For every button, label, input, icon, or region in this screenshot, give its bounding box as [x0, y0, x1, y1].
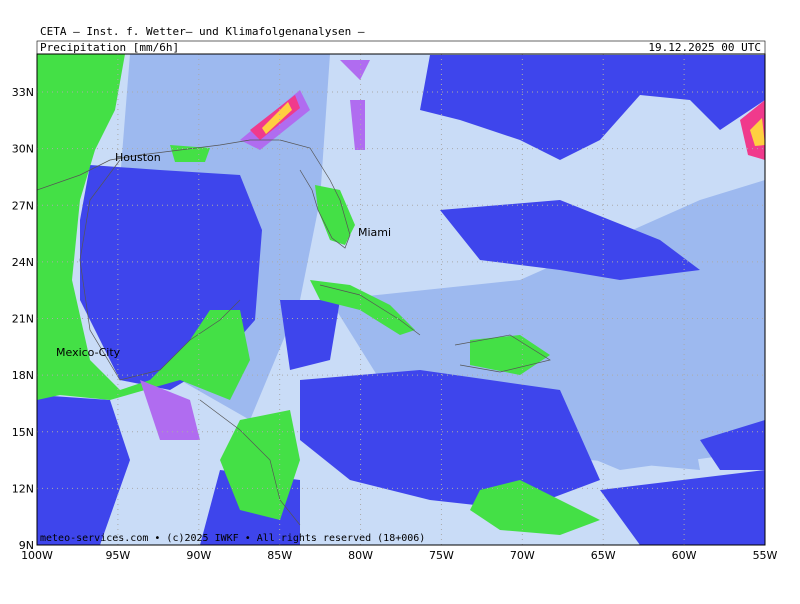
map-date: 19.12.2025 00 UTC: [648, 41, 761, 54]
lat-label: 24N: [12, 256, 34, 269]
lon-label: 55W: [753, 549, 778, 562]
graticule: [37, 54, 765, 545]
city-label: Houston: [115, 151, 161, 164]
lon-label: 70W: [510, 549, 535, 562]
source-header: CETA — Inst. f. Wetter— und Klimafolgena…: [40, 25, 365, 38]
city-label: Miami: [358, 226, 391, 239]
city-label: Mexico-City: [56, 346, 121, 359]
lat-label: 12N: [12, 482, 34, 495]
lat-label: 33N: [12, 86, 34, 99]
lon-label: 85W: [267, 549, 292, 562]
lon-label: 75W: [429, 549, 454, 562]
lon-label: 90W: [186, 549, 211, 562]
lat-label: 27N: [12, 199, 34, 212]
lat-label: 21N: [12, 313, 34, 326]
lon-label: 80W: [348, 549, 373, 562]
lon-label: 60W: [672, 549, 697, 562]
map-title: Precipitation [mm/6h]: [40, 41, 179, 54]
lon-label: 95W: [105, 549, 130, 562]
lat-label: 30N: [12, 143, 34, 156]
lat-label: 18N: [12, 369, 34, 382]
precip-field: [37, 54, 765, 545]
copyright-footer: meteo-services.com • (c)2025 IWKF • All …: [40, 533, 425, 544]
lat-label: 9N: [19, 539, 34, 552]
lat-label: 15N: [12, 426, 34, 439]
map-frame: [36, 53, 766, 546]
lon-label: 100W: [21, 549, 53, 562]
lon-label: 65W: [591, 549, 616, 562]
